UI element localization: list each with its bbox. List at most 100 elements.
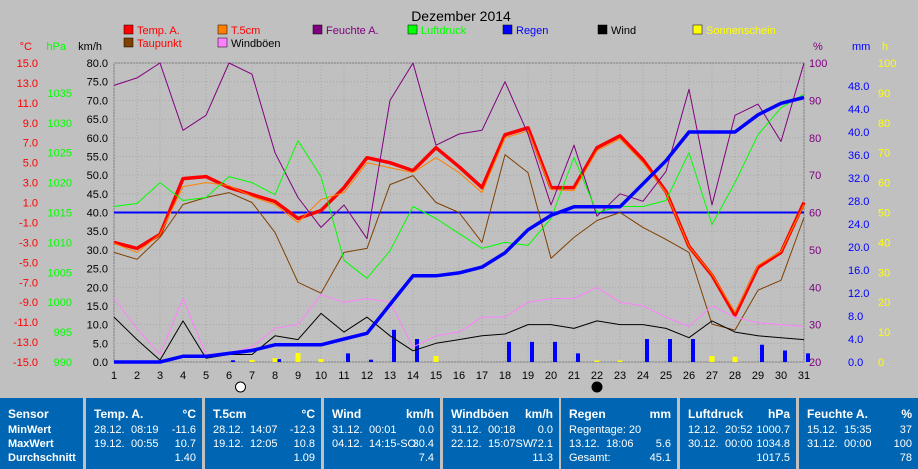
- new-moon-icon: [591, 381, 603, 393]
- cell-time: 12:05: [250, 438, 278, 450]
- y-tick-label-sun: 50: [878, 208, 890, 220]
- y-tick-label-pressure: 1015: [48, 208, 72, 220]
- legend-label: Taupunkt: [137, 38, 182, 50]
- rain-bar: [231, 360, 235, 362]
- cell-time: 15:35: [844, 424, 872, 436]
- sun-bar: [594, 360, 600, 362]
- cell-date: 12.12.: [688, 424, 719, 436]
- y-tick-label-pressure: 1010: [48, 237, 72, 249]
- x-tick-label: 15: [430, 370, 442, 382]
- cell-date: Gesamt:: [569, 452, 611, 464]
- y-tick-label-sun: 0: [878, 357, 884, 369]
- rain-bar: [806, 353, 810, 362]
- cell-value: 78: [899, 452, 912, 464]
- y-tick-label-rain: 32.0: [848, 173, 869, 185]
- table-header-title: T.5cm: [213, 407, 247, 421]
- x-tick-label: 4: [180, 370, 186, 382]
- y-tick-label-sun: 100: [878, 58, 896, 70]
- table-row: MinWert: [0, 424, 83, 437]
- y-tick-label-pressure: 1020: [48, 178, 72, 190]
- y-tick-label-rain: 48.0: [848, 81, 869, 93]
- rain-bar: [691, 339, 695, 362]
- y-tick-label-pressure: 1030: [48, 118, 72, 130]
- axis-unit-pressure: hPa: [46, 41, 66, 53]
- cell-time: 20:52: [725, 424, 753, 436]
- cell-date: 22.12.: [451, 438, 482, 450]
- cell-value: 30.4: [412, 438, 434, 450]
- table-column: Feuchte A.% 15.12. 15:35 37 31.12. 00:00 100 78: [799, 398, 918, 469]
- sun-bar: [709, 356, 715, 362]
- chart-title: Dezember 2014: [411, 8, 511, 24]
- y-tick-label-temp: 5.0: [23, 158, 38, 170]
- cell-date: Regentage: 20: [569, 424, 642, 436]
- axis-unit-wind: km/h: [78, 41, 102, 53]
- table-row: 19.12. 00:55 10.7: [86, 438, 202, 451]
- sun-bar: [318, 359, 324, 362]
- x-tick-label: 29: [752, 370, 764, 382]
- y-tick-label-pressure: 1025: [48, 148, 72, 160]
- y-tick-label-temp: -5.0: [19, 257, 38, 269]
- y-tick-label-rain: 40.0: [848, 127, 869, 139]
- x-tick-label: 27: [706, 370, 718, 382]
- y-tick-label-humidity: 60: [809, 208, 821, 220]
- cell-time: 18:06: [606, 438, 634, 450]
- row-label: MinWert: [8, 424, 52, 436]
- y-tick-label-wind: 25.0: [87, 264, 108, 276]
- legend-swatch: [407, 24, 418, 35]
- table-header: Regen mm: [561, 408, 677, 421]
- cell-time: 00:18: [488, 424, 516, 436]
- y-tick-label-wind: 65.0: [87, 114, 108, 126]
- y-tick-label-rain: 8.0: [848, 311, 863, 323]
- x-tick-label: 22: [591, 370, 603, 382]
- legend-label: Sonnenschein: [706, 25, 776, 37]
- cell-value: 1000.7: [756, 424, 790, 436]
- rain-bar: [277, 359, 281, 362]
- table-row: 31.12. 00:00 100: [799, 438, 918, 451]
- cell-value: -11.6: [171, 424, 196, 436]
- cell-value: 5.6: [655, 438, 671, 450]
- y-tick-label-humidity: 100: [809, 58, 827, 70]
- x-tick-label: 16: [453, 370, 465, 382]
- y-tick-label-wind: 75.0: [87, 77, 108, 89]
- sun-bar: [272, 358, 278, 362]
- y-tick-label-sun: 80: [878, 118, 890, 130]
- cell-value: 0.0: [537, 424, 553, 436]
- sun-bar: [249, 359, 255, 362]
- x-tick-label: 9: [295, 370, 301, 382]
- series-line-taupunkt: [113, 154, 805, 331]
- y-tick-label-temp: -15.0: [13, 357, 38, 369]
- table-column: T.5cm °C 28.12. 14:07 -12.3 19.12. 12:05 10.8 1.…: [205, 398, 321, 469]
- y-tick-label-temp: 3.0: [23, 178, 38, 190]
- legend-swatch: [123, 37, 134, 48]
- rain-bar: [645, 339, 649, 362]
- axis-unit-rain: mm: [852, 41, 870, 53]
- cell-time: 00:00: [844, 438, 872, 450]
- x-tick-label: 11: [338, 370, 349, 382]
- rain-bar: [576, 353, 580, 362]
- x-tick-label: 8: [272, 370, 278, 382]
- x-tick-label: 18: [499, 370, 511, 382]
- legend-label: Regen: [516, 25, 548, 37]
- table-header-unit: hPa: [767, 407, 790, 421]
- x-tick-label: 21: [568, 370, 580, 382]
- x-tick-label: 31: [798, 370, 810, 382]
- y-tick-label-rain: 16.0: [848, 265, 869, 277]
- table-header: Sensor: [0, 408, 83, 421]
- axis-unit-sun: h: [882, 41, 888, 53]
- x-tick-label: 28: [729, 370, 741, 382]
- series-line-regen: [114, 95, 805, 364]
- rain-bar: [392, 329, 396, 362]
- legend-label: T.5cm: [231, 25, 260, 37]
- table-header: Temp. A. °C: [86, 408, 202, 421]
- rain-bar: [783, 350, 787, 362]
- table-row: 04.12. 14:15-SO 30.4: [324, 438, 440, 451]
- y-tick-label-rain: 36.0: [848, 150, 869, 162]
- table-header-title: Wind: [332, 407, 362, 421]
- table-header-unit: km/h: [405, 407, 434, 421]
- cell-date: 13.12.: [569, 438, 600, 450]
- y-tick-label-humidity: 30: [809, 320, 821, 332]
- axis-unit-humidity: %: [813, 41, 823, 53]
- cell-time: 00:55: [131, 438, 159, 450]
- x-tick-label: 10: [315, 370, 327, 382]
- y-tick-label-rain: 20.0: [848, 242, 869, 254]
